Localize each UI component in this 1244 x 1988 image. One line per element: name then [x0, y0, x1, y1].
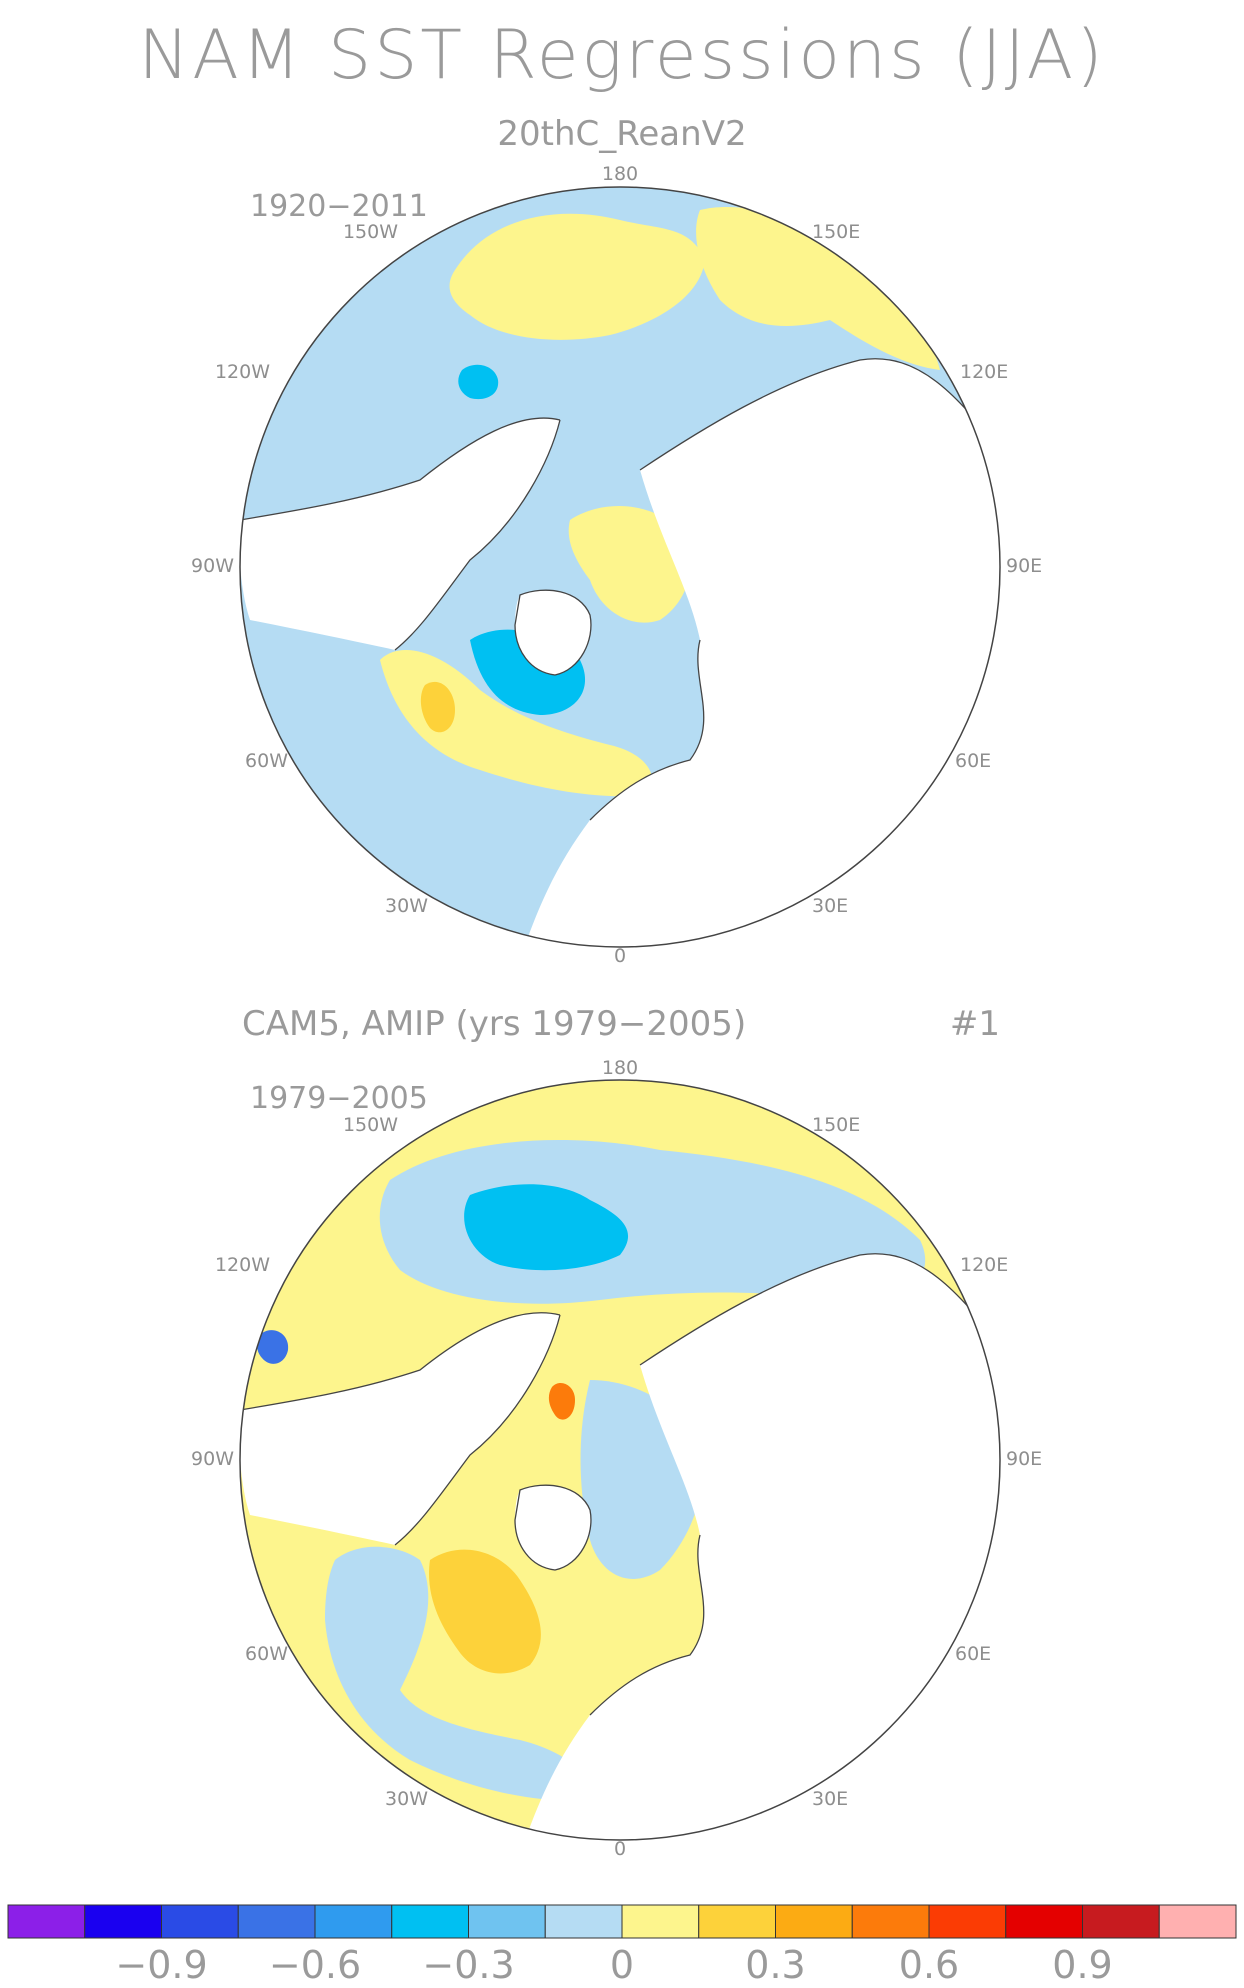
lon-label: 60W	[245, 1643, 288, 1665]
colorbar-swatch	[851, 1904, 930, 1939]
panel1-subtitle: 20thC_ReanV2	[497, 114, 746, 154]
colorbar-tick-label: 0.9	[1052, 1943, 1112, 1987]
lon-label: 60E	[955, 1643, 991, 1665]
lon-label: 90E	[1006, 555, 1042, 577]
panel1-patch-north-atlantic-band	[380, 650, 653, 797]
colorbar-swatch	[1082, 1904, 1160, 1939]
colorbar-swatch	[161, 1904, 239, 1939]
colorbar-swatch	[698, 1904, 776, 1939]
panel2-patch-gulf-alaska	[257, 1330, 289, 1364]
panel2-eurasia	[520, 1253, 1000, 1840]
lon-label: 150W	[343, 221, 398, 243]
lon-label: 180	[602, 163, 638, 185]
colorbar-swatch	[775, 1904, 853, 1939]
lon-label: 150E	[812, 221, 860, 243]
colorbar-labels: −0.9 −0.6 −0.3 0 0.3 0.6 0.9	[115, 1943, 1112, 1987]
lon-label: 180	[602, 1057, 638, 1079]
panel1-patch-north-pacific-east	[696, 206, 940, 370]
colorbar-tick-label: 0	[610, 1943, 634, 1987]
panel1-greenland	[515, 590, 591, 675]
panel2-north-america	[240, 1312, 560, 1545]
panel2-map-border	[239, 1079, 1001, 1841]
figure-title: NAM SST Regressions (JJA)	[138, 16, 1105, 95]
panel1-map	[240, 187, 1000, 947]
panel2-patch-greenland-coast	[548, 1383, 575, 1420]
colorbar-swatch	[544, 1904, 623, 1939]
panel2-map	[240, 1080, 1000, 1840]
panel1-north-america	[240, 418, 560, 650]
lon-label: 90W	[191, 1448, 234, 1470]
lon-label: 30E	[812, 1788, 848, 1810]
panel1-patch-north-pacific-center	[449, 213, 705, 340]
colorbar-swatch	[928, 1904, 1007, 1939]
panel2-longitude-labels: 180 0 150W 150E 120W 120E 90W 90E 60W 60…	[191, 1057, 1042, 1860]
lon-label: 120E	[960, 361, 1008, 383]
lon-label: 90W	[191, 555, 234, 577]
lon-label: 90E	[1006, 1448, 1042, 1470]
lon-label: 120W	[215, 361, 270, 383]
lon-label: 60E	[955, 750, 991, 772]
colorbar-swatch	[1005, 1904, 1083, 1939]
panel1-longitude-labels: 180 0 150W 150E 120W 120E 90W 90E 60W 60…	[191, 163, 1042, 967]
panel1-map-border	[239, 186, 1001, 948]
lon-label: 0	[614, 945, 626, 967]
colorbar-swatch	[84, 1904, 162, 1939]
lon-label: 150E	[812, 1114, 860, 1136]
lon-label: 120W	[215, 1254, 270, 1276]
panel1-patch-barents	[568, 506, 691, 623]
panel1-eurasia	[520, 358, 1000, 947]
panel1-patch-pacific-small	[458, 364, 499, 400]
colorbar-tick-label: −0.9	[115, 1943, 207, 1987]
panel2-run-tag: #1	[950, 1004, 1000, 1044]
colorbar-swatch	[621, 1904, 700, 1939]
lon-label: 120E	[960, 1254, 1008, 1276]
lon-label: 150W	[343, 1114, 398, 1136]
colorbar-tick-label: 0.3	[745, 1943, 805, 1987]
colorbar-tick-label: −0.3	[422, 1943, 514, 1987]
panel1-period: 1920−2011	[250, 189, 428, 224]
lon-label: 0	[614, 1838, 626, 1860]
panel2-patch-atlantic-ring	[325, 1546, 600, 1801]
colorbar-swatch	[1158, 1904, 1237, 1939]
colorbar-tick-label: 0.6	[899, 1943, 959, 1987]
lon-label: 30W	[385, 895, 428, 917]
colorbar-swatch	[7, 1904, 86, 1939]
panel2-patch-atlantic-core	[429, 1549, 541, 1674]
colorbar	[7, 1904, 1237, 1939]
panel1-patch-atlantic-core	[420, 681, 455, 733]
colorbar-swatch	[237, 1904, 316, 1939]
panel2-patch-north-pacific-core	[464, 1184, 629, 1271]
lon-label: 60W	[245, 750, 288, 772]
panel2-greenland	[515, 1485, 591, 1570]
panel2-period: 1979−2005	[250, 1081, 428, 1116]
colorbar-swatch	[314, 1904, 393, 1939]
colorbar-swatch	[391, 1904, 469, 1939]
colorbar-swatch	[468, 1904, 546, 1939]
colorbar-tick-label: −0.6	[269, 1943, 361, 1987]
panel2-subtitle: CAM5, AMIP (yrs 1979−2005)	[242, 1004, 746, 1044]
lon-label: 30E	[812, 895, 848, 917]
lon-label: 30W	[385, 1788, 428, 1810]
